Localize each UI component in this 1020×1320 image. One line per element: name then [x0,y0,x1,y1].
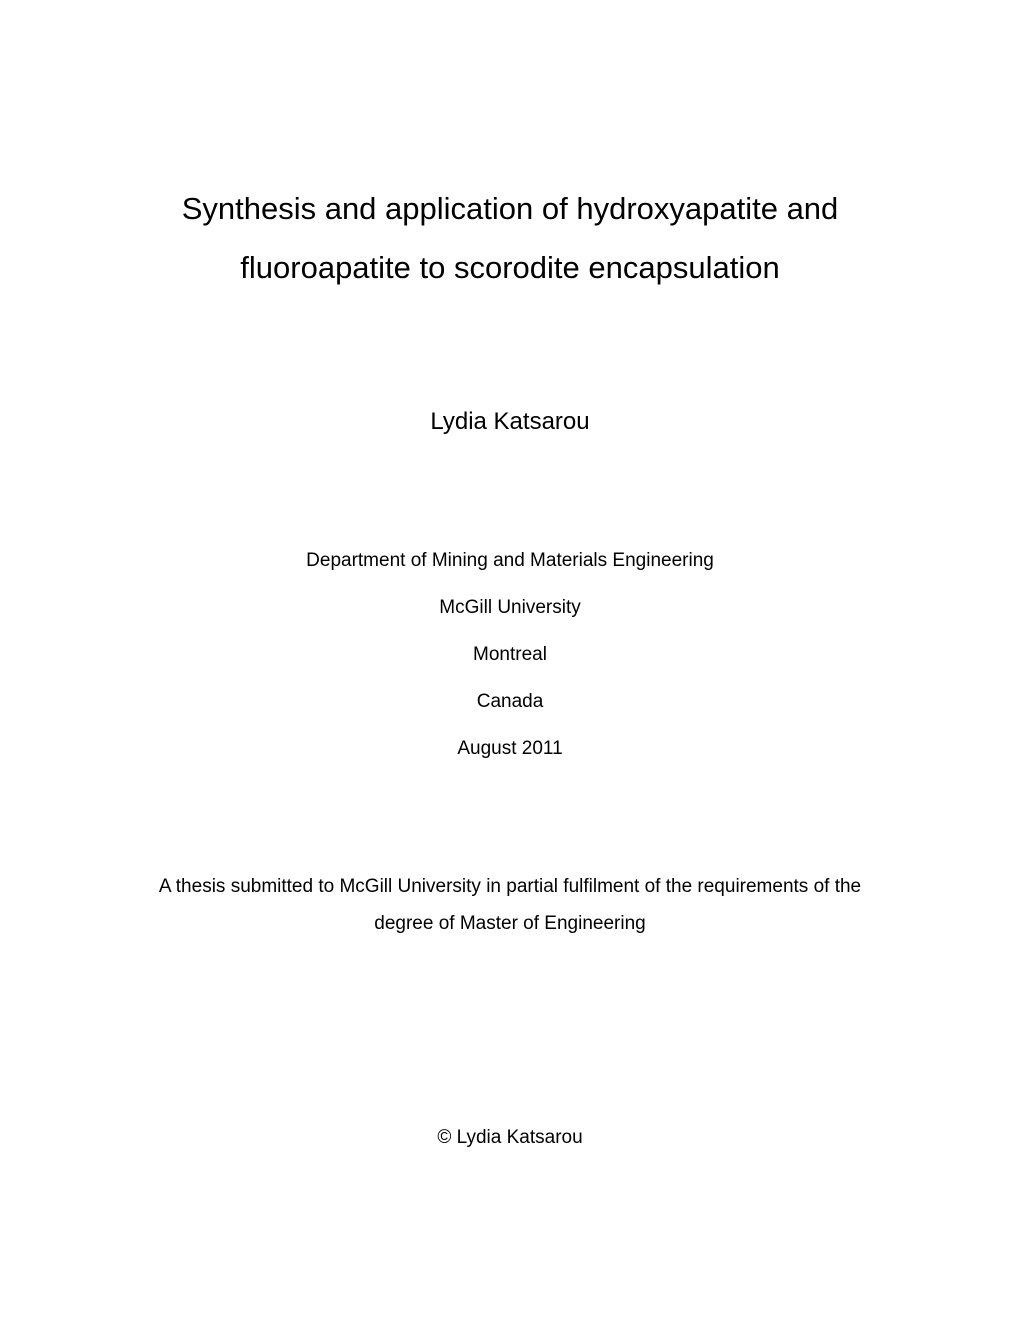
thesis-statement-line-1: A thesis submitted to McGill University … [159,876,861,897]
department-name: Department of Mining and Materials Engin… [115,551,905,570]
copyright-notice: © Lydia Katsarou [115,1127,905,1149]
thesis-title-page: Synthesis and application of hydroxyapat… [0,0,1020,1320]
date-text: August 2011 [115,739,905,758]
university-name: McGill University [115,598,905,617]
title-line-1: Synthesis and application of hydroxyapat… [182,191,839,226]
affiliation-block: Department of Mining and Materials Engin… [115,551,905,758]
city-name: Montreal [115,645,905,664]
thesis-statement-line-2: degree of Master of Engineering [374,913,645,934]
thesis-title: Synthesis and application of hydroxyapat… [115,180,905,298]
author-name: Lydia Katsarou [115,408,905,436]
title-line-2: fluoroapatite to scorodite encapsulation [240,250,779,285]
thesis-statement: A thesis submitted to McGill University … [115,868,905,942]
country-name: Canada [115,692,905,711]
